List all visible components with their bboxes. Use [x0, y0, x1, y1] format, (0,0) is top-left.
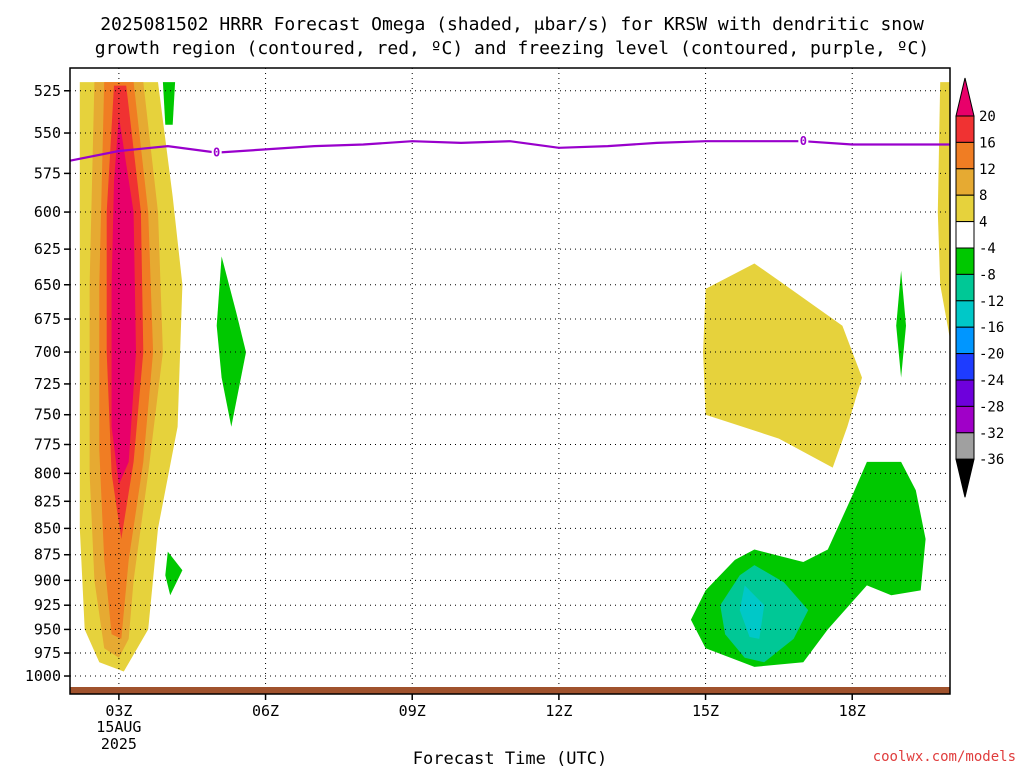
ground-surface-band	[70, 687, 950, 694]
y-tick-label-525: 525	[34, 82, 61, 100]
omega-region-12	[720, 565, 809, 663]
x-tick-label-12: 12Z	[545, 702, 572, 720]
y-tick-label-550: 550	[34, 124, 61, 142]
y-tick-label-700: 700	[34, 343, 61, 361]
y-tick-label-650: 650	[34, 276, 61, 294]
y-tick-label-725: 725	[34, 375, 61, 393]
colorbar-label-6: -8	[979, 267, 996, 283]
colorbar-block-7	[955, 300, 975, 328]
plot-frame	[69, 67, 951, 695]
freezing-label-1: 0	[800, 134, 807, 148]
colorbar-label-7: -12	[979, 294, 1004, 310]
colorbar-label-11: -28	[979, 399, 1004, 415]
colorbar-block-0	[955, 115, 975, 143]
omega-region-10	[703, 263, 862, 468]
x-tick-label-15: 15Z	[692, 702, 719, 720]
colorbar: 20 16 12 8 4 -4 -8 -12 -16 -20 -24 -28 -32 -36	[955, 77, 1004, 498]
omega-region-7	[165, 551, 183, 596]
colorbar-label-9: -20	[979, 347, 1004, 363]
colorbar-block-3	[955, 194, 975, 223]
y-tick-label-975: 975	[34, 644, 61, 662]
x-tick-label-9: 09Z	[399, 702, 426, 720]
omega-region-6	[216, 256, 246, 427]
chart-title-line1: 2025081502 HRRR Forecast Omega (shaded, …	[100, 14, 924, 35]
y-tick-label-625: 625	[34, 240, 61, 258]
x-tick-label-6: 06Z	[252, 702, 279, 720]
colorbar-label-5: -4	[979, 241, 996, 257]
freezing-level-contour: 00	[69, 134, 950, 162]
omega-region-8	[896, 270, 906, 378]
y-tick-label-750: 750	[34, 406, 61, 424]
colorbar-label-10: -24	[979, 373, 1004, 389]
colorbar-block-10	[955, 379, 975, 407]
colorbar-block-5	[955, 247, 975, 275]
pressure-axis: 525 550 575 600 625 650 675 700 725 750 775 800 825 8…	[25, 82, 70, 685]
y-tick-label-675: 675	[34, 310, 61, 328]
freezing-label-0: 0	[213, 146, 220, 160]
x-tick-label-3: 03Z	[105, 702, 132, 720]
y-tick-label-800: 800	[34, 464, 61, 482]
colorbar-label-4: 4	[979, 215, 987, 231]
omega-region-9	[937, 82, 950, 339]
omega-region-5	[162, 82, 176, 125]
colorbar-label-1: 16	[979, 135, 996, 151]
colorbar-block-1	[955, 141, 975, 170]
colorbar-label-2: 12	[979, 162, 996, 178]
y-tick-label-850: 850	[34, 519, 61, 537]
colorbar-label-3: 8	[979, 188, 987, 204]
freezing-label-bg-1	[798, 134, 809, 148]
y-tick-label-600: 600	[34, 203, 61, 221]
chart-title-line2: growth region (contoured, red, ºC) and f…	[95, 38, 929, 59]
omega-region-4	[111, 116, 136, 485]
x-tick-label-18: 18Z	[839, 702, 866, 720]
plot-area: 00	[69, 67, 951, 695]
y-tick-label-950: 950	[34, 620, 61, 638]
colorbar-block-8	[955, 326, 975, 355]
colorbar-label-12: -32	[979, 426, 1004, 442]
y-tick-label-575: 575	[34, 164, 61, 182]
x-tick-year-3: 2025	[101, 735, 137, 753]
x-tick-date-3: 15AUG	[96, 718, 141, 736]
colorbar-block-11	[955, 405, 975, 434]
colorbar-label-0: 20	[979, 109, 996, 125]
colorbar-block-6	[955, 273, 975, 302]
colorbar-bottom-arrow	[955, 458, 975, 498]
colorbar-block-4	[955, 221, 975, 249]
y-tick-label-775: 775	[34, 436, 61, 454]
omega-region-13	[739, 585, 765, 639]
freezing-label-bg-0	[211, 145, 222, 159]
y-tick-label-900: 900	[34, 571, 61, 589]
credit-link[interactable]: coolwx.com/models	[873, 749, 1016, 765]
colorbar-block-2	[955, 168, 975, 196]
colorbar-block-12	[955, 432, 975, 460]
y-tick-label-875: 875	[34, 546, 61, 564]
y-tick-label-825: 825	[34, 492, 61, 510]
omega-shading	[79, 82, 950, 672]
grid-lines	[70, 68, 950, 694]
y-tick-label-1000: 1000	[25, 667, 61, 685]
colorbar-block-9	[955, 353, 975, 381]
colorbar-label-13: -36	[979, 452, 1004, 468]
y-tick-label-925: 925	[34, 596, 61, 614]
colorbar-label-8: -16	[979, 320, 1004, 336]
colorbar-top-arrow	[955, 77, 975, 117]
x-axis-label: Forecast Time (UTC)	[413, 749, 607, 768]
